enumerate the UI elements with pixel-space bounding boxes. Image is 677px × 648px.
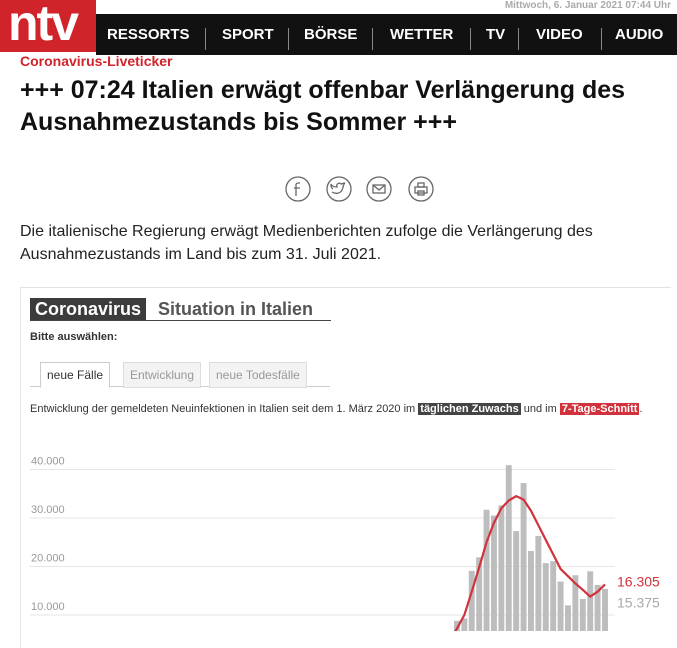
bar — [461, 618, 468, 631]
bar — [505, 465, 512, 631]
bar — [594, 584, 601, 631]
prompt: Bitte auswählen: — [30, 331, 118, 343]
nav-item[interactable]: WETTER — [390, 26, 454, 43]
chart: 10.000 20.000 30.000 40.000 16.305 15.375 — [30, 456, 660, 631]
share-icons — [285, 176, 434, 202]
nav-item[interactable]: TV — [486, 26, 506, 43]
facebook-icon[interactable] — [285, 176, 311, 202]
y-tick-label: 10.000 — [31, 601, 65, 613]
nav-item[interactable]: RESSORTS — [107, 26, 190, 43]
bar — [528, 550, 534, 631]
logo-text: ntv — [8, 0, 79, 51]
value-label: 15.375 — [617, 594, 660, 610]
bar — [453, 620, 460, 631]
y-tick-label: 40.000 — [31, 456, 65, 468]
bar — [483, 509, 490, 631]
tab[interactable]: neue Todesfälle — [209, 362, 307, 388]
description-text: Entwicklung der gemeldeten Neuinfektione… — [30, 403, 416, 415]
bar — [535, 535, 542, 631]
bar — [550, 561, 557, 631]
bar — [579, 598, 586, 631]
bar — [557, 581, 564, 631]
value-label: 16.305 — [617, 573, 660, 589]
lead: Die italienische Regierung erwägt Medien… — [20, 223, 593, 263]
description: Entwicklung der gemeldeten Neuinfektione… — [30, 401, 662, 417]
line — [454, 494, 606, 631]
y-tick-label: 30.000 — [31, 504, 65, 516]
print-icon[interactable] — [408, 176, 434, 202]
date: Mittwoch, 6. Januar 2021 07:44 Uhr — [504, 0, 671, 11]
bar — [468, 570, 475, 631]
description-text: . — [639, 403, 643, 415]
bar — [498, 505, 505, 631]
highlight: täglichen Zuwachs — [418, 403, 521, 415]
logo[interactable]: ntv — [0, 0, 96, 52]
nav-item[interactable]: BÖRSE — [304, 26, 358, 43]
bar — [602, 588, 608, 631]
bar — [520, 483, 527, 631]
widget — [20, 287, 671, 648]
highlight: 7-Tage-Schnitt — [559, 403, 640, 415]
title-rule — [30, 320, 331, 321]
nav-item[interactable]: AUDIO — [615, 26, 664, 43]
bar — [587, 571, 594, 631]
bar — [542, 563, 549, 631]
bar — [491, 515, 497, 631]
bar — [565, 605, 571, 631]
tab[interactable]: Entwicklung — [123, 362, 202, 388]
headline: +++ 07:24 Italien erwägt offenbar Verlän… — [20, 76, 626, 136]
nav-bar: RESSORTS SPORT BÖRSE WETTER TV VIDEO AUD… — [96, 14, 677, 55]
mail-icon[interactable] — [366, 176, 392, 202]
nav-item[interactable]: VIDEO — [536, 26, 583, 43]
bar — [476, 557, 483, 631]
description-text: und im — [523, 403, 557, 415]
tab[interactable]: neue Fälle — [40, 362, 111, 388]
bar — [513, 531, 520, 631]
nav-item[interactable]: SPORT — [222, 26, 274, 43]
widget-subtitle: Situation in Italien — [158, 299, 314, 319]
bar — [572, 575, 579, 631]
kicker: Coronavirus-Liveticker — [20, 53, 173, 69]
twitter-icon[interactable] — [326, 176, 352, 202]
widget-title: Coronavirus — [30, 298, 147, 320]
y-tick-label: 20.000 — [31, 553, 65, 565]
